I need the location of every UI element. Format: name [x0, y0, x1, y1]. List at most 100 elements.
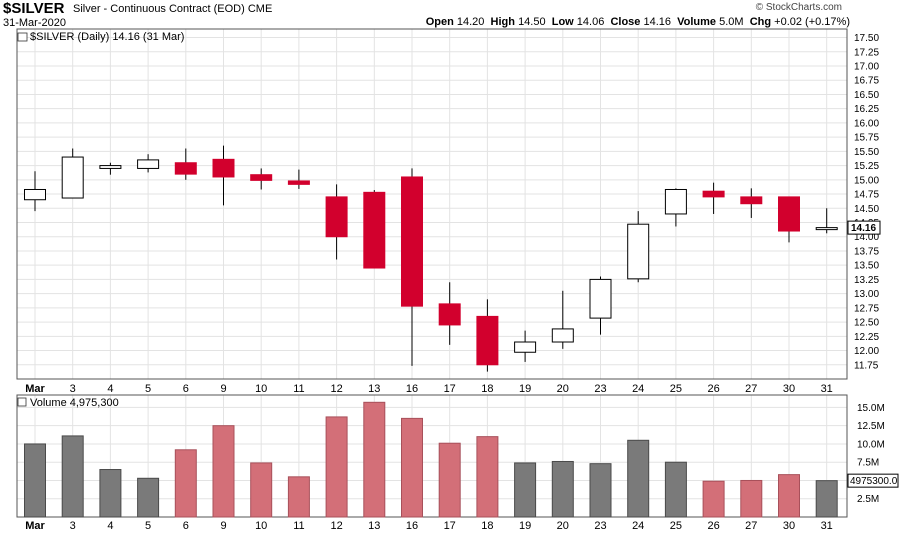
volume-date-tick-label: 27	[745, 520, 757, 532]
volume-date-tick-label: 23	[594, 520, 606, 532]
volume-bar	[438, 442, 461, 518]
candle-body	[664, 188, 687, 215]
candle-body	[778, 196, 800, 232]
price-tick-label: 16.00	[854, 118, 879, 129]
volume-tick-label: 2.5M	[857, 494, 879, 505]
stockcharts-watermark: © StockCharts.com	[755, 2, 842, 13]
price-axis: 11.75 12.00 12.25 12.50 12.75 13.00 13.25 13.50…	[854, 33, 879, 371]
description-text: Silver - Continuous Contract (EOD)	[73, 3, 245, 15]
volume-label: Volume	[677, 16, 717, 28]
volume-date-tick-label: 16	[406, 520, 418, 532]
candle-body	[287, 180, 310, 185]
date-tick-label: 3	[70, 383, 76, 395]
candle-body	[137, 159, 160, 169]
chg-value: +0.02 (+0.17%)	[774, 16, 850, 28]
volume-date-axis: Mar 3 4 5 6 9 10 11 12 13 16 17 18 19 20 23 24 25 26 27 30 31	[25, 520, 833, 532]
date-tick-label: 17	[444, 383, 456, 395]
volume-bars-layer	[24, 401, 838, 518]
date-tick-label: 9	[220, 383, 226, 395]
low-value: 14.06	[576, 16, 605, 28]
candle-body	[438, 303, 461, 326]
volume-bar	[514, 462, 537, 518]
chart-type-icon	[17, 32, 28, 42]
volume-bar	[702, 480, 725, 518]
price-tick-label: 16.50	[854, 90, 879, 101]
price-tick-label: 15.50	[854, 147, 879, 158]
candle-body	[514, 341, 537, 353]
price-tick-label: 11.75	[854, 360, 879, 371]
candle-body	[401, 176, 423, 307]
volume-date-tick-label: 3	[70, 520, 76, 532]
date-tick-label: 5	[145, 383, 151, 395]
date-tick-label: 13	[368, 383, 380, 395]
low-label: Low	[551, 16, 574, 28]
grid-layer	[17, 37, 847, 500]
volume-date-tick-label: 18	[481, 520, 493, 532]
last-volume-label: 4975300.0	[850, 476, 898, 487]
candle-body	[61, 156, 84, 199]
volume-bar	[664, 461, 687, 518]
high-value: 14.50	[518, 16, 546, 28]
chg-label: Chg	[749, 16, 772, 28]
price-tick-label: 13.75	[854, 246, 879, 257]
price-tick-label: 12.75	[854, 303, 879, 314]
price-tick-label: 17.25	[854, 47, 879, 58]
volume-tick-label: 7.5M	[857, 458, 879, 469]
volume-panel-frame	[16, 394, 848, 518]
volume-date-tick-label: 10	[255, 520, 267, 532]
price-panel-label: $SILVER (Daily) 14.16 (31 Mar)	[30, 31, 184, 43]
volume-bar	[212, 425, 235, 518]
volume-bar	[99, 469, 122, 518]
volume-date-tick-label: 24	[632, 520, 644, 532]
volume-date-tick-label: 13	[368, 520, 380, 532]
quote-summary: Open 14.20 High 14.50 Low 14.06 Close 14…	[426, 16, 850, 28]
price-tick-label: 15.75	[854, 133, 879, 144]
candle-body	[99, 165, 122, 169]
candle-body	[627, 223, 650, 280]
exchange-text: CME	[247, 3, 273, 15]
volume-bar	[815, 480, 838, 518]
date-tick-label: 30	[783, 383, 795, 395]
volume-bar	[250, 462, 273, 518]
candle-body	[702, 190, 725, 198]
date-tick-label: 26	[707, 383, 719, 395]
date-tick-label: Mar	[25, 383, 45, 395]
date-tick-label: 23	[594, 383, 606, 395]
date-tick-label: 27	[745, 383, 757, 395]
volume-date-tick-label: 31	[821, 520, 833, 532]
price-tick-label: 13.50	[854, 261, 879, 272]
price-tick-label: 12.25	[854, 332, 879, 343]
last-price-box	[847, 220, 881, 235]
candle-body	[212, 158, 235, 178]
volume-bar	[401, 417, 423, 518]
date-tick-label: 6	[183, 383, 189, 395]
volume-date-tick-label: 4	[107, 520, 113, 532]
candle-body	[325, 196, 348, 238]
date-tick-label: 11	[293, 383, 304, 395]
date-tick-label: 12	[330, 383, 342, 395]
date-axis: Mar 3 4 5 6 9 10 11 12 13 16 17 18 19 20 23 24 25 26 27 30 31	[25, 383, 833, 395]
chart-symbol: $SILVER	[3, 0, 65, 17]
volume-bar	[740, 479, 763, 518]
candle-body	[815, 227, 838, 231]
open-value: 14.20	[456, 16, 485, 28]
date-tick-label: 20	[557, 383, 569, 395]
volume-date-tick-label: Mar	[25, 520, 45, 532]
volume-tick-label: 12.5M	[857, 421, 885, 432]
price-tick-label: 12.50	[854, 318, 879, 329]
price-tick-label: 15.00	[854, 175, 879, 186]
volume-bar	[174, 449, 197, 518]
price-tick-label: 13.25	[854, 275, 879, 286]
price-tick-label: 14.50	[854, 204, 879, 215]
last-price-marker: 14.16	[847, 220, 881, 235]
price-tick-label: 14.00	[854, 232, 879, 243]
price-panel-frame	[16, 28, 848, 380]
price-tick-label: 16.75	[854, 76, 879, 87]
volume-tick-label: 15.0M	[857, 403, 885, 414]
date-tick-label: 31	[821, 383, 833, 395]
date-tick-label: 24	[632, 383, 644, 395]
volume-date-tick-label: 19	[519, 520, 531, 532]
candle-body	[24, 188, 46, 201]
volume-bar	[61, 435, 84, 518]
volume-bar	[476, 436, 499, 518]
